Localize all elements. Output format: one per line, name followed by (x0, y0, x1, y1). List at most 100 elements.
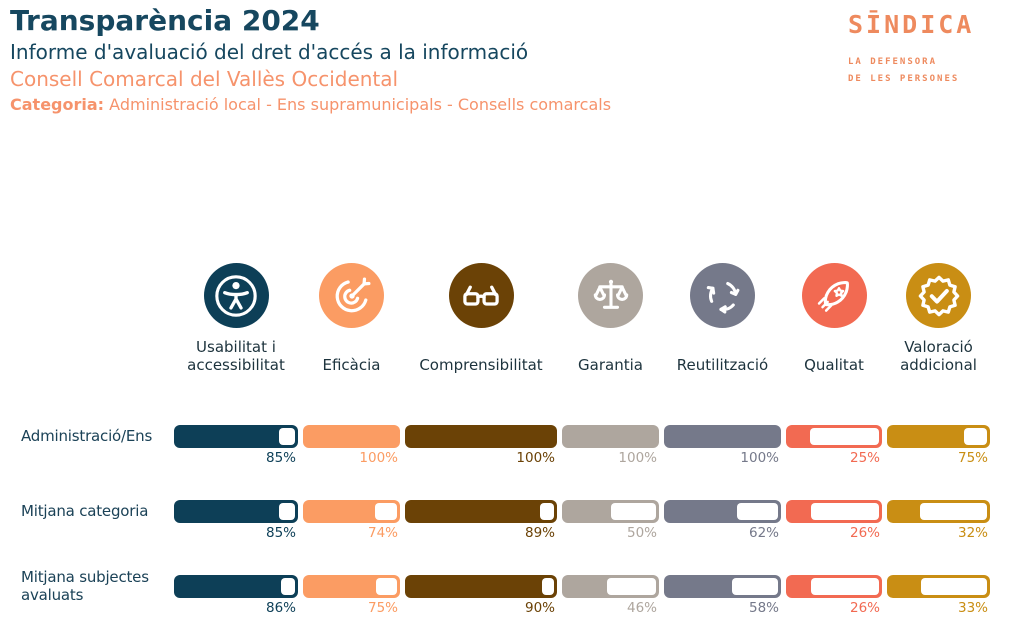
row-label: Mitjana subjectes avaluats (21, 568, 149, 604)
recycle-icon (706, 281, 739, 314)
progress-bar (887, 425, 990, 448)
progress-bar (562, 500, 659, 523)
seal-check-icon (918, 275, 959, 316)
category-column-reutilitzacio: Reutilització (664, 263, 781, 375)
bar-cell: 85% (174, 425, 298, 466)
category-label: Usabilitat i accessibilitat (187, 337, 285, 375)
bar-value-label: 85% (265, 525, 296, 541)
bar-value-label: 75% (957, 450, 988, 466)
logo-wordmark: SĪNDICA (848, 10, 975, 39)
bar-remainder (920, 578, 987, 595)
bar-remainder (810, 578, 879, 595)
progress-bar (405, 425, 557, 448)
bar-value-label: 100% (618, 450, 657, 466)
bar-cell: 75% (887, 425, 990, 466)
progress-bar (303, 500, 400, 523)
bar-cell: 33% (887, 575, 990, 616)
bars-section: Administració/Ens 85% 100% 100% 100% 100% 25% 7… (0, 425, 1003, 637)
bar-value-label: 25% (849, 450, 880, 466)
bar-value-label: 46% (626, 600, 657, 616)
bar-remainder (375, 578, 397, 595)
category-circle (448, 263, 514, 328)
bar-cell: 25% (786, 425, 882, 466)
progress-bar (664, 425, 781, 448)
progress-bar (887, 575, 990, 598)
bar-cell: 58% (664, 575, 781, 616)
chart-row: Mitjana categoria 85% 74% 89% 50% 62% 26% 32% (0, 500, 1003, 541)
bar-remainder (964, 428, 987, 445)
category-column-usabilitat: Usabilitat i accessibilitat (174, 263, 298, 375)
bar-cell: 100% (405, 425, 557, 466)
progress-bar (174, 575, 298, 598)
bar-cell: 50% (562, 500, 659, 541)
bar-remainder (810, 428, 879, 445)
category-column-comprensibilitat: Comprensibilitat (405, 263, 557, 375)
bar-cell: 100% (562, 425, 659, 466)
category-circle (319, 263, 384, 328)
bar-value-label: 26% (849, 525, 880, 541)
bar-cell: 90% (405, 575, 557, 616)
category-circle (690, 263, 755, 328)
bar-remainder (919, 503, 987, 520)
category-line: Categoria: Administració local - Ens sup… (10, 95, 611, 114)
bar-remainder (374, 503, 397, 520)
progress-bar (664, 500, 781, 523)
bar-cell: 75% (303, 575, 400, 616)
rocket-icon (817, 280, 849, 312)
category-label: Categoria: (10, 94, 105, 114)
progress-bar (786, 425, 882, 448)
progress-bar (174, 425, 298, 448)
bar-value-label: 89% (524, 525, 555, 541)
progress-bar (174, 500, 298, 523)
bar-cell: 89% (405, 500, 557, 541)
bar-remainder (279, 428, 295, 445)
bar-value-label: 58% (748, 600, 779, 616)
entity-name: Consell Comarcal del Vallès Occidental (10, 66, 399, 91)
bar-remainder (606, 578, 656, 595)
bar-value-label: 100% (740, 450, 779, 466)
bar-cell: 26% (786, 575, 882, 616)
bar-cell: 26% (786, 500, 882, 541)
bar-value-label: 74% (367, 525, 398, 541)
chart-row: Administració/Ens 85% 100% 100% 100% 100% 25% 7… (0, 425, 1003, 466)
category-label: Comprensibilitat (419, 356, 543, 375)
bar-value-label: 100% (516, 450, 555, 466)
category-circle (578, 263, 643, 328)
bar-value-label: 33% (957, 600, 988, 616)
bar-remainder (610, 503, 656, 520)
category-column-valoracio: Valoració addicional (887, 263, 990, 375)
progress-bar (786, 500, 882, 523)
progress-bar (664, 575, 781, 598)
logo-tagline: LA DEFENSORA DE LES PERSONES (848, 54, 974, 88)
category-circle (906, 263, 971, 328)
chart-row: Mitjana subjectes avaluats 86% 75% 90% 46% 58… (0, 568, 1003, 616)
category-label: Garantia (578, 356, 643, 375)
spacer (21, 263, 169, 375)
page-title: Transparència 2024 (10, 4, 320, 37)
glasses-icon (463, 285, 499, 306)
accessibility-icon (215, 274, 257, 317)
bar-value-label: 86% (265, 600, 296, 616)
bar-cell: 100% (303, 425, 400, 466)
category-label: Valoració addicional (900, 337, 977, 375)
bar-value-label: 85% (265, 450, 296, 466)
bar-value-label: 62% (748, 525, 779, 541)
bar-remainder (541, 578, 554, 595)
category-icons-row: Usabilitat i accessibilitat Eficàcia (0, 263, 1024, 375)
bar-remainder (279, 503, 295, 520)
bar-remainder (731, 578, 778, 595)
bar-cell: 32% (887, 500, 990, 541)
progress-bar (562, 425, 659, 448)
bar-cell: 74% (303, 500, 400, 541)
bar-value-label: 100% (359, 450, 398, 466)
sindica-logo: SĪNDICA LA DEFENSORA DE LES PERSONES (848, 10, 974, 88)
logo-tagline-line1: LA DEFENSORA (848, 57, 938, 67)
bar-remainder (736, 503, 778, 520)
category-label: Eficàcia (322, 356, 381, 375)
progress-bar (303, 425, 400, 448)
progress-bar (405, 500, 557, 523)
bar-cell: 62% (664, 500, 781, 541)
bar-cell: 100% (664, 425, 781, 466)
progress-bar (786, 575, 882, 598)
bar-value-label: 75% (367, 600, 398, 616)
